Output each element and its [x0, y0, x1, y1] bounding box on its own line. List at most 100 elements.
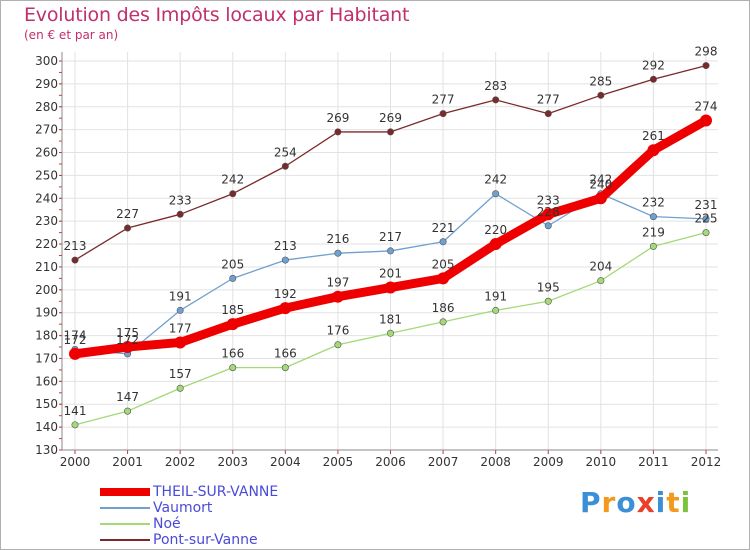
data-label: 277 [537, 93, 560, 107]
x-tick-label: 2006 [375, 455, 406, 469]
data-label: 147 [116, 390, 139, 404]
data-point [229, 274, 237, 282]
data-point [647, 144, 660, 157]
data-point [279, 302, 292, 315]
data-label: 269 [326, 111, 349, 125]
data-point [439, 238, 447, 246]
x-tick-label: 2008 [480, 455, 511, 469]
data-label: 254 [274, 145, 297, 159]
x-tick-label: 2012 [691, 455, 722, 469]
data-point [331, 290, 344, 303]
data-point [176, 306, 184, 314]
data-label: 176 [326, 324, 349, 338]
y-tick-label: 130 [35, 443, 58, 457]
data-point [229, 190, 237, 198]
y-tick-label: 280 [35, 100, 58, 114]
data-point [386, 329, 394, 337]
data-label: 285 [589, 74, 612, 88]
legend-swatch-noe [100, 523, 150, 525]
proxiti-logo: Proxiti [580, 486, 691, 519]
data-label: 240 [589, 177, 612, 191]
data-label: 166 [274, 347, 297, 361]
data-point [544, 297, 552, 305]
legend-label-vaumort: Vaumort [153, 500, 213, 516]
data-point [121, 341, 134, 354]
data-label: 192 [274, 287, 297, 301]
y-tick-label: 190 [35, 306, 58, 320]
y-tick-label: 240 [35, 191, 58, 205]
y-tick-label: 290 [35, 77, 58, 91]
data-label: 274 [695, 99, 718, 113]
data-label: 242 [221, 173, 244, 187]
data-label: 172 [116, 333, 139, 347]
y-tick-label: 300 [35, 54, 58, 68]
data-label: 277 [432, 93, 455, 107]
legend-label-noe: Noé [153, 516, 181, 532]
data-point [386, 247, 394, 255]
data-label: 232 [642, 196, 665, 210]
data-point [702, 229, 710, 237]
data-label: 220 [484, 223, 507, 237]
data-label: 269 [379, 111, 402, 125]
data-label: 177 [169, 321, 192, 335]
y-tick-label: 250 [35, 168, 58, 182]
logo-letter: i [680, 486, 692, 519]
data-point [226, 318, 239, 331]
data-label: 157 [169, 367, 192, 381]
data-point [334, 249, 342, 257]
data-point [542, 208, 555, 221]
legend-swatch-vaumort [100, 507, 150, 509]
data-label: 242 [589, 173, 612, 187]
data-point [492, 306, 500, 314]
logo-letter: t [666, 486, 681, 519]
data-label: 205 [432, 257, 455, 271]
data-label: 172 [64, 333, 87, 347]
data-label: 175 [116, 326, 139, 340]
data-label: 221 [432, 221, 455, 235]
legend-swatch-pont [100, 539, 150, 541]
data-label: 191 [484, 289, 507, 303]
x-tick-label: 2004 [270, 455, 301, 469]
axes: 130 140 150 160 170 180 190 200 210 220 230 240 250 2… [35, 52, 721, 469]
data-point [597, 277, 605, 285]
data-point [176, 210, 184, 218]
legend-swatch-theil [100, 488, 150, 496]
data-label: 292 [642, 58, 665, 72]
x-tick-label: 2007 [428, 455, 459, 469]
data-label: 195 [537, 280, 560, 294]
data-label: 298 [695, 45, 718, 59]
data-point [124, 224, 132, 232]
y-tick-label: 210 [35, 260, 58, 274]
data-label: 216 [326, 232, 349, 246]
y-tick-label: 140 [35, 420, 58, 434]
data-label: 261 [642, 129, 665, 143]
data-point [492, 96, 500, 104]
y-tick-label: 170 [35, 351, 58, 365]
data-point [492, 190, 500, 198]
data-label: 213 [64, 239, 87, 253]
data-point [71, 256, 79, 264]
logo-letter: P [580, 486, 602, 519]
x-tick-label: 2010 [586, 455, 617, 469]
data-label: 217 [379, 230, 402, 244]
data-point [386, 128, 394, 136]
y-tick-label: 270 [35, 123, 58, 137]
data-label: 185 [221, 303, 244, 317]
data-point [124, 407, 132, 415]
data-label: 166 [221, 347, 244, 361]
data-point [439, 318, 447, 326]
data-label: 213 [274, 239, 297, 253]
data-point [334, 128, 342, 136]
data-point [229, 364, 237, 372]
data-label: 283 [484, 79, 507, 93]
data-label: 181 [379, 312, 402, 326]
data-label: 233 [537, 193, 560, 207]
data-point [437, 272, 450, 285]
data-point [281, 256, 289, 264]
x-tick-label: 2002 [165, 455, 196, 469]
x-tick-label: 2003 [217, 455, 248, 469]
data-label: 201 [379, 267, 402, 281]
data-label: 233 [169, 193, 192, 207]
y-tick-label: 180 [35, 329, 58, 343]
